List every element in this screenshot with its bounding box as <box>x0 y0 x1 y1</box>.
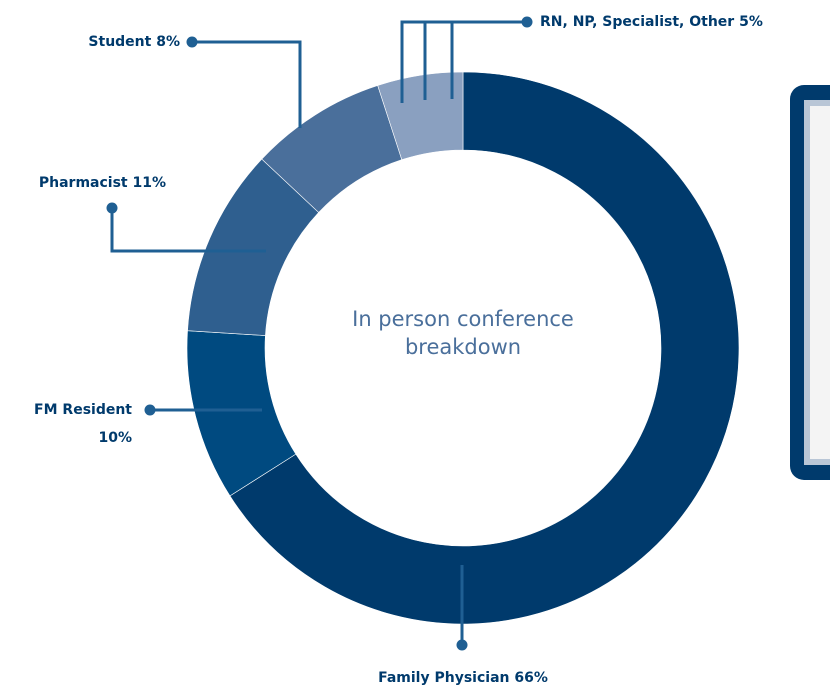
leader-dot <box>521 16 533 28</box>
slice-label: 10% <box>98 430 132 446</box>
label-name: Pharmacist <box>39 175 128 191</box>
label-value: 5% <box>739 14 763 30</box>
slice <box>229 71 740 625</box>
label-value: 10% <box>98 430 132 446</box>
label-value: 66% <box>514 670 548 686</box>
label-name: Family Physician <box>378 670 509 686</box>
label-value: 11% <box>132 175 166 191</box>
center-text: In person conference breakdown <box>352 307 574 359</box>
label-name: FM Resident <box>34 402 132 418</box>
slice <box>377 71 464 161</box>
leader-dot <box>106 202 118 214</box>
slice-label: Family Physician 66% <box>378 670 548 686</box>
leader-dot <box>144 404 156 416</box>
leader-line <box>400 20 527 103</box>
slice-label: FM Resident <box>34 402 132 418</box>
label-value: 8% <box>156 34 180 50</box>
slice-label: Student 8% <box>88 34 180 50</box>
slice-label: Pharmacist 11% <box>39 175 166 191</box>
leader-line <box>192 40 302 128</box>
side-panel-inner <box>810 106 830 459</box>
slice-label: RN, NP, Specialist, Other 5% <box>540 14 763 30</box>
label-name: Student <box>88 34 151 50</box>
leader-line <box>110 208 266 253</box>
leader-dot <box>456 639 468 651</box>
leader-dot <box>186 36 198 48</box>
label-name: RN, NP, Specialist, Other <box>540 14 734 30</box>
